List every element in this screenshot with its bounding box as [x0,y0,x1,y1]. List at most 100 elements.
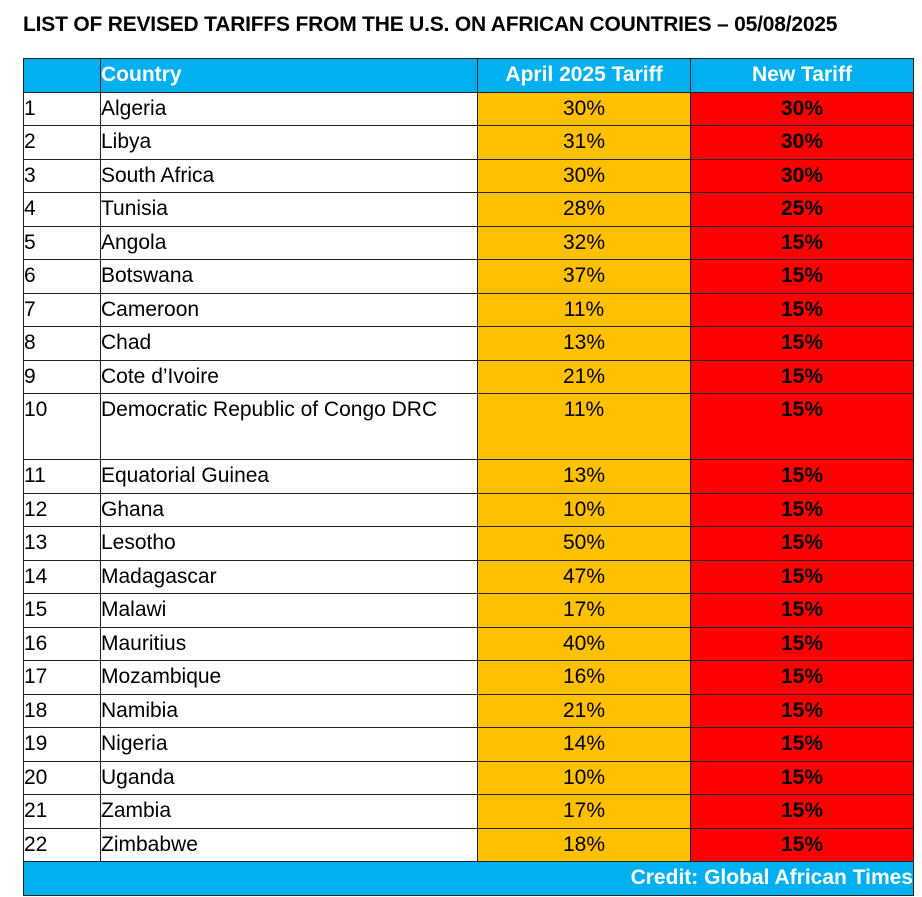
row-new-tariff: 25% [690,192,914,227]
row-new-tariff: 15% [690,292,914,327]
row-new-tariff: 15% [690,225,914,260]
row-new-tariff: 15% [690,359,914,394]
row-new-tariff: 30% [690,125,914,160]
row-april-tariff: 13% [477,326,691,361]
tariff-table: Country April 2025 Tariff New Tariff 1 Al… [23,58,914,896]
row-april-tariff: 13% [477,459,691,494]
row-country: Uganda [100,760,478,795]
row-country: Libya [100,125,478,160]
row-new-tariff: 30% [690,158,914,193]
row-country: Mozambique [100,660,478,695]
row-country: Cameroon [100,292,478,327]
row-new-tariff: 15% [690,760,914,795]
row-country: Mauritius [100,626,478,661]
row-number: 1 [23,91,101,126]
row-number: 2 [23,125,101,160]
table-row: 16 Mauritius 40% 15% [23,626,914,661]
row-number: 7 [23,292,101,327]
row-number: 6 [23,259,101,294]
row-april-tariff: 17% [477,794,691,829]
table-header-row: Country April 2025 Tariff New Tariff [23,58,914,93]
row-number: 8 [23,326,101,361]
row-new-tariff: 15% [690,393,914,460]
table-row: 5 Angola 32% 15% [23,225,914,260]
row-new-tariff: 15% [690,559,914,594]
table-row: 8 Chad 13% 15% [23,326,914,361]
table-row: 6 Botswana 37% 15% [23,259,914,294]
row-new-tariff: 15% [690,326,914,361]
row-country: Nigeria [100,727,478,762]
credit-text: Credit: Global African Times [23,861,914,896]
row-new-tariff: 15% [690,492,914,527]
row-april-tariff: 14% [477,727,691,762]
row-country: Cote d’Ivoire [100,359,478,394]
row-country: Angola [100,225,478,260]
table-row: 12 Ghana 10% 15% [23,492,914,527]
row-new-tariff: 15% [690,727,914,762]
row-april-tariff: 11% [477,393,691,460]
row-country: Lesotho [100,526,478,561]
row-new-tariff: 15% [690,693,914,728]
table-row: 3 South Africa 30% 30% [23,158,914,193]
table-row: 19 Nigeria 14% 15% [23,727,914,762]
table-body: 1 Algeria 30% 30% 2 Libya 31% 30% 3 South Africa 3… [23,91,914,862]
table-row: 22 Zimbabwe 18% 15% [23,827,914,862]
row-country: Chad [100,326,478,361]
row-country: Tunisia [100,192,478,227]
row-number: 11 [23,459,101,494]
row-new-tariff: 15% [690,259,914,294]
row-number: 13 [23,526,101,561]
row-april-tariff: 47% [477,559,691,594]
table-row: 15 Malawi 17% 15% [23,593,914,628]
row-april-tariff: 32% [477,225,691,260]
row-number: 14 [23,559,101,594]
header-new-tariff: New Tariff [690,58,914,93]
row-april-tariff: 28% [477,192,691,227]
row-number: 16 [23,626,101,661]
row-country: Zimbabwe [100,827,478,862]
row-country: Malawi [100,593,478,628]
header-april-tariff: April 2025 Tariff [477,58,691,93]
table-row: 9 Cote d’Ivoire 21% 15% [23,359,914,394]
row-number: 12 [23,492,101,527]
row-april-tariff: 17% [477,593,691,628]
row-april-tariff: 37% [477,259,691,294]
row-number: 9 [23,359,101,394]
row-april-tariff: 18% [477,827,691,862]
table-row: 20 Uganda 10% 15% [23,760,914,795]
row-country: Equatorial Guinea [100,459,478,494]
row-april-tariff: 10% [477,492,691,527]
row-number: 19 [23,727,101,762]
row-new-tariff: 15% [690,794,914,829]
row-new-tariff: 15% [690,626,914,661]
row-april-tariff: 10% [477,760,691,795]
row-new-tariff: 15% [690,660,914,695]
table-row: 18 Namibia 21% 15% [23,693,914,728]
row-new-tariff: 15% [690,593,914,628]
row-new-tariff: 15% [690,526,914,561]
row-number: 5 [23,225,101,260]
row-country: Ghana [100,492,478,527]
row-april-tariff: 21% [477,693,691,728]
header-number [23,58,101,93]
row-country: Botswana [100,259,478,294]
row-new-tariff: 30% [690,91,914,126]
row-country: Algeria [100,91,478,126]
row-new-tariff: 15% [690,459,914,494]
table-row: 10 Democratic Republic of Congo DRC 11% 15% [23,393,914,460]
row-number: 21 [23,794,101,829]
row-april-tariff: 50% [477,526,691,561]
table-row: 2 Libya 31% 30% [23,125,914,160]
row-april-tariff: 16% [477,660,691,695]
row-country: South Africa [100,158,478,193]
row-country: Zambia [100,794,478,829]
row-new-tariff: 15% [690,827,914,862]
row-april-tariff: 40% [477,626,691,661]
table-row: 17 Mozambique 16% 15% [23,660,914,695]
row-number: 3 [23,158,101,193]
row-number: 18 [23,693,101,728]
row-country: Madagascar [100,559,478,594]
table-row: 21 Zambia 17% 15% [23,794,914,829]
table-row: 13 Lesotho 50% 15% [23,526,914,561]
row-number: 17 [23,660,101,695]
